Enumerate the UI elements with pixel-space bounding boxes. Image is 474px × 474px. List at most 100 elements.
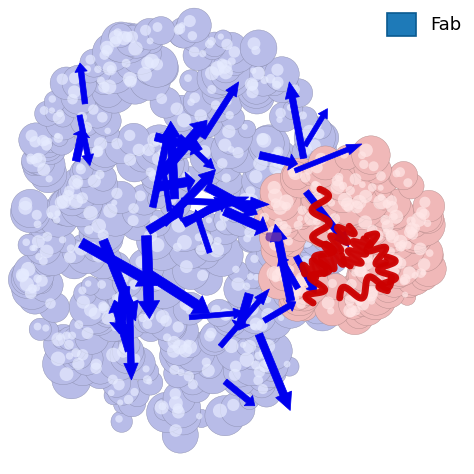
Circle shape bbox=[269, 161, 283, 175]
Circle shape bbox=[278, 205, 287, 214]
Circle shape bbox=[88, 242, 97, 251]
Circle shape bbox=[134, 309, 157, 333]
Circle shape bbox=[128, 297, 137, 306]
Circle shape bbox=[316, 205, 329, 219]
Circle shape bbox=[246, 41, 272, 67]
Circle shape bbox=[10, 193, 50, 233]
Circle shape bbox=[159, 187, 191, 219]
Circle shape bbox=[128, 248, 164, 284]
Circle shape bbox=[216, 168, 243, 195]
Circle shape bbox=[418, 258, 430, 271]
Circle shape bbox=[50, 67, 82, 100]
Circle shape bbox=[202, 80, 228, 106]
Circle shape bbox=[47, 212, 53, 218]
Circle shape bbox=[224, 270, 262, 308]
Circle shape bbox=[25, 151, 48, 174]
Circle shape bbox=[38, 197, 78, 237]
Circle shape bbox=[160, 337, 197, 374]
Circle shape bbox=[49, 108, 55, 114]
Circle shape bbox=[328, 279, 337, 288]
Circle shape bbox=[307, 122, 339, 154]
Circle shape bbox=[260, 181, 301, 221]
Circle shape bbox=[346, 245, 374, 273]
Circle shape bbox=[281, 271, 303, 293]
Circle shape bbox=[267, 141, 296, 169]
Circle shape bbox=[83, 206, 98, 220]
Circle shape bbox=[301, 255, 312, 267]
Circle shape bbox=[406, 219, 432, 245]
Circle shape bbox=[156, 138, 174, 155]
Circle shape bbox=[289, 310, 295, 316]
Circle shape bbox=[52, 105, 74, 127]
Circle shape bbox=[313, 128, 325, 139]
Circle shape bbox=[244, 394, 250, 401]
Circle shape bbox=[359, 182, 366, 188]
Circle shape bbox=[38, 320, 59, 341]
Circle shape bbox=[137, 314, 165, 342]
Circle shape bbox=[294, 187, 308, 201]
Circle shape bbox=[58, 327, 81, 350]
Circle shape bbox=[379, 280, 389, 290]
Circle shape bbox=[265, 232, 271, 237]
Circle shape bbox=[363, 274, 370, 281]
Circle shape bbox=[309, 202, 320, 213]
Circle shape bbox=[359, 160, 368, 169]
Circle shape bbox=[328, 199, 335, 207]
Circle shape bbox=[88, 174, 101, 188]
Circle shape bbox=[294, 218, 319, 242]
Circle shape bbox=[29, 156, 38, 164]
Circle shape bbox=[225, 204, 244, 222]
Circle shape bbox=[145, 210, 171, 236]
Circle shape bbox=[297, 216, 303, 222]
Circle shape bbox=[247, 360, 279, 392]
Circle shape bbox=[325, 169, 357, 201]
Circle shape bbox=[53, 216, 60, 224]
Circle shape bbox=[368, 297, 375, 305]
Circle shape bbox=[55, 210, 61, 217]
Circle shape bbox=[254, 352, 263, 360]
Circle shape bbox=[259, 218, 299, 257]
Circle shape bbox=[308, 177, 327, 196]
FancyArrow shape bbox=[161, 170, 216, 227]
Circle shape bbox=[346, 308, 356, 317]
Circle shape bbox=[382, 220, 394, 232]
Circle shape bbox=[202, 214, 220, 231]
Circle shape bbox=[274, 218, 283, 226]
Circle shape bbox=[363, 155, 392, 184]
Circle shape bbox=[74, 241, 89, 255]
Circle shape bbox=[280, 224, 292, 236]
Circle shape bbox=[171, 336, 210, 375]
Circle shape bbox=[295, 275, 306, 287]
Circle shape bbox=[249, 270, 268, 289]
Circle shape bbox=[11, 262, 44, 295]
Circle shape bbox=[198, 145, 210, 158]
Circle shape bbox=[265, 70, 298, 103]
Circle shape bbox=[279, 232, 304, 257]
Circle shape bbox=[351, 182, 389, 220]
Circle shape bbox=[289, 269, 321, 301]
Circle shape bbox=[320, 194, 331, 205]
Circle shape bbox=[211, 57, 251, 97]
Circle shape bbox=[64, 251, 76, 263]
Circle shape bbox=[357, 266, 380, 288]
Circle shape bbox=[335, 173, 343, 182]
Circle shape bbox=[25, 287, 36, 299]
Circle shape bbox=[127, 358, 146, 378]
Circle shape bbox=[311, 300, 324, 313]
Circle shape bbox=[70, 106, 101, 137]
FancyArrow shape bbox=[255, 333, 292, 410]
Circle shape bbox=[219, 138, 231, 152]
Circle shape bbox=[299, 111, 307, 119]
Circle shape bbox=[64, 186, 74, 196]
Circle shape bbox=[201, 233, 213, 246]
Circle shape bbox=[134, 18, 165, 50]
Circle shape bbox=[284, 267, 306, 289]
Circle shape bbox=[222, 125, 236, 138]
Circle shape bbox=[400, 274, 410, 284]
Circle shape bbox=[316, 276, 329, 290]
Circle shape bbox=[223, 354, 256, 387]
Circle shape bbox=[207, 37, 216, 46]
Circle shape bbox=[150, 215, 159, 225]
Circle shape bbox=[67, 173, 94, 200]
Circle shape bbox=[34, 323, 41, 330]
